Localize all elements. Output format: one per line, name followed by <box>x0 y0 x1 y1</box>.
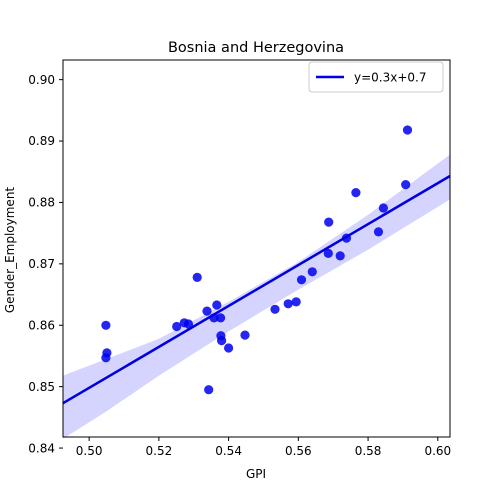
y-axis-label: Gender_Employment <box>3 187 17 314</box>
data-point <box>373 227 384 237</box>
data-point <box>172 321 182 332</box>
data-point <box>216 313 226 323</box>
y-tick-label: 0.84 <box>28 441 55 455</box>
data-point <box>402 125 413 135</box>
data-point <box>283 299 293 309</box>
data-point <box>217 336 227 346</box>
data-point <box>240 330 250 340</box>
x-tick-label: 0.54 <box>215 444 242 458</box>
data-point <box>101 320 111 330</box>
data-points-layer <box>101 125 413 395</box>
y-tick-label: 0.90 <box>28 73 55 87</box>
plot-frame <box>62 59 451 438</box>
data-point <box>401 180 411 190</box>
data-point <box>102 348 112 358</box>
y-tick-label: 0.87 <box>28 257 55 271</box>
data-point <box>183 319 194 329</box>
data-point <box>291 297 301 307</box>
data-point <box>296 275 307 285</box>
data-point <box>351 188 361 198</box>
data-point <box>270 304 280 314</box>
y-tick-label: 0.89 <box>28 134 55 148</box>
data-point <box>192 272 202 282</box>
legend-box <box>308 61 444 93</box>
legend-label: y=0.3x+0.7 <box>354 71 426 85</box>
data-point <box>204 385 214 395</box>
x-tick-label: 0.52 <box>146 444 173 458</box>
y-tick-label: 0.86 <box>28 318 55 332</box>
x-tick-label: 0.60 <box>424 444 451 458</box>
x-tick-label: 0.50 <box>76 444 103 458</box>
data-point <box>323 248 333 258</box>
legend: y=0.3x+0.7 <box>308 61 444 93</box>
x-tick-label: 0.56 <box>285 444 312 458</box>
y-tick-label: 0.88 <box>28 196 55 210</box>
y-tick-label: 0.85 <box>28 380 55 394</box>
data-point <box>202 306 212 316</box>
data-point <box>324 217 334 227</box>
x-axis-label: GPI <box>246 467 266 481</box>
confidence-band <box>63 154 450 439</box>
axes-layer: 0.50 0.52 0.54 0.56 0.58 0.60 0.84 0.85 0.86 0.87… <box>28 59 451 458</box>
data-point <box>335 251 345 261</box>
x-tick-label: 0.58 <box>355 444 382 458</box>
regression-line-layer <box>62 174 451 405</box>
data-point <box>307 267 317 277</box>
data-point <box>224 343 234 353</box>
chart-title: Bosnia and Herzegovina <box>168 40 344 56</box>
data-point <box>212 300 222 310</box>
regression-line <box>62 174 451 405</box>
data-point <box>378 203 388 213</box>
confidence-band-layer <box>63 154 450 439</box>
